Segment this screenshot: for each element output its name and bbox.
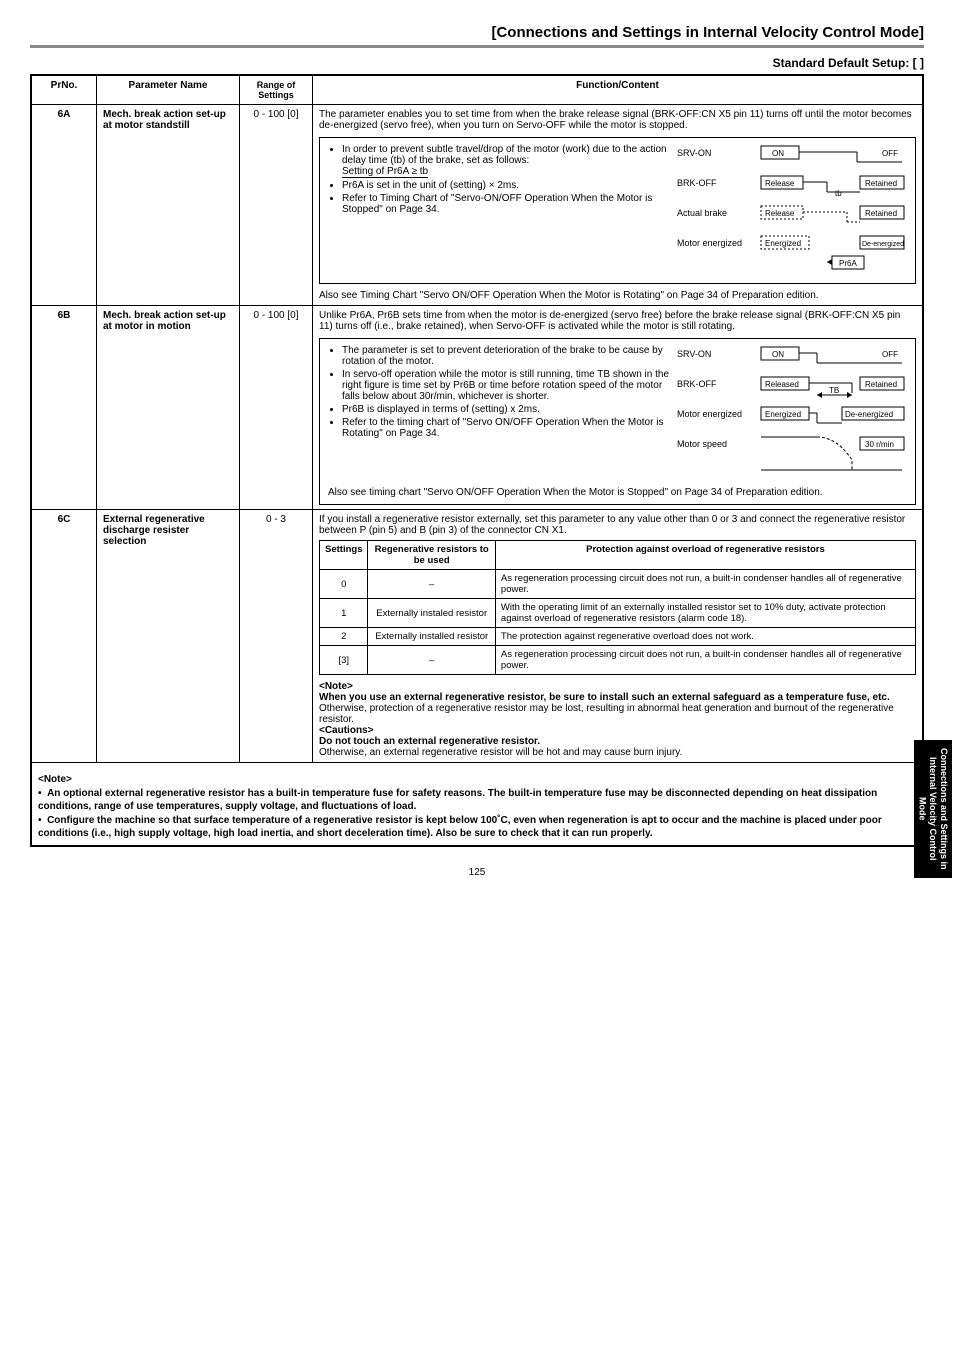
svg-text:OFF: OFF — [882, 350, 898, 359]
func-6c: If you install a regenerative resistor e… — [313, 510, 924, 763]
range-6a: 0 - 100 [0] — [240, 105, 313, 306]
svg-text:De-energized: De-energized — [862, 241, 904, 248]
st-r0-p: As regeneration processing circuit does … — [495, 570, 915, 599]
diagram-6a: SRV-ON ON OFF BRK-OFF Release Retained t… — [677, 144, 907, 277]
func-6b: Unlike Pr6A, Pr6B sets time from when th… — [313, 306, 924, 510]
footnote-cell: <Note> • An optional external regenerati… — [31, 763, 923, 846]
caut-l0-6c: Do not touch an external regenerative re… — [319, 736, 540, 747]
prno-6b: 6B — [31, 306, 97, 510]
diagram-6b: SRV-ON ON OFF BRK-OFF Released Retained … — [677, 345, 907, 483]
svg-text:Release: Release — [765, 179, 795, 188]
svg-text:SRV-ON: SRV-ON — [677, 349, 711, 359]
standard-default-label: Standard Default Setup: [ ] — [30, 56, 924, 70]
th-range: Range of Settings — [240, 75, 313, 105]
param-6c: External regenerative discharge resister… — [97, 510, 240, 763]
param-6c-text: External regenerative discharge resister… — [103, 514, 205, 547]
svg-text:Motor speed: Motor speed — [677, 439, 727, 449]
note-block-6c: <Note> When you use an external regenera… — [319, 681, 916, 758]
th-prno: PrNo. — [31, 75, 97, 105]
svg-text:OFF: OFF — [882, 149, 898, 158]
desc-6c-top: If you install a regenerative resistor e… — [319, 514, 916, 536]
desc-6b-bottom: Also see timing chart "Servo ON/OFF Oper… — [328, 487, 907, 498]
svg-text:Retained: Retained — [865, 179, 897, 188]
bullet-6a-0-text: In order to prevent subtle travel/drop o… — [342, 144, 667, 166]
parameter-table: PrNo. Parameter Name Range of Settings F… — [30, 74, 924, 847]
box-6b: SRV-ON ON OFF BRK-OFF Released Retained … — [319, 338, 916, 505]
st-h3: Protection against overload of regenerat… — [495, 541, 915, 570]
row-6c: 6C External regenerative discharge resis… — [31, 510, 923, 763]
row-6b: 6B Mech. break action set-up at motor in… — [31, 306, 923, 510]
st-r2-s: 2 — [320, 628, 368, 646]
diagram-6a-svg: SRV-ON ON OFF BRK-OFF Release Retained t… — [677, 144, 907, 274]
setting-6a-line: Setting of Pr6A ≥ tb — [342, 166, 428, 178]
side-tab: Connections and Settings in Internal Vel… — [914, 740, 952, 878]
footnote-block: <Note> • An optional external regenerati… — [38, 773, 916, 841]
footnote-row: <Note> • An optional external regenerati… — [31, 763, 923, 846]
svg-text:Retained: Retained — [865, 209, 897, 218]
row-6a: 6A Mech. break action set-up at motor st… — [31, 105, 923, 306]
note-h-6c: <Note> — [319, 681, 353, 692]
svg-text:Actual brake: Actual brake — [677, 208, 727, 218]
func-6a: The parameter enables you to set time fr… — [313, 105, 924, 306]
th-param: Parameter Name — [97, 75, 240, 105]
param-6b-text: Mech. break action set-up at motor in mo… — [103, 310, 226, 332]
svg-text:BRK-OFF: BRK-OFF — [677, 379, 717, 389]
diagram-6b-svg: SRV-ON ON OFF BRK-OFF Released Retained … — [677, 345, 907, 480]
svg-text:De-energized: De-energized — [845, 410, 893, 419]
page-number: 125 — [30, 867, 924, 878]
param-6b: Mech. break action set-up at motor in mo… — [97, 306, 240, 510]
svg-text:ON: ON — [772, 350, 784, 359]
section-title: [Connections and Settings in Internal Ve… — [30, 20, 924, 45]
st-r0-s: 0 — [320, 570, 368, 599]
svg-text:Pr6A: Pr6A — [839, 259, 857, 268]
svg-text:SRV-ON: SRV-ON — [677, 148, 711, 158]
svg-text:Motor energized: Motor energized — [677, 409, 742, 419]
note-l0-6c: When you use an external regenerative re… — [319, 692, 890, 703]
header-bar: [Connections and Settings in Internal Ve… — [30, 20, 924, 48]
param-6a-text: Mech. break action set-up at motor stand… — [103, 109, 226, 131]
page-wrapper: [Connections and Settings in Internal Ve… — [30, 20, 924, 878]
st-r3-p: As regeneration processing circuit does … — [495, 646, 915, 675]
prno-6a: 6A — [31, 105, 97, 306]
footnote-b1: An optional external regenerative resist… — [38, 788, 877, 813]
note-l1-6c: Otherwise, protection of a regenerative … — [319, 703, 894, 725]
desc-6b-top: Unlike Pr6A, Pr6B sets time from when th… — [319, 310, 916, 332]
svg-text:ON: ON — [772, 149, 784, 158]
svg-text:Retained: Retained — [865, 380, 897, 389]
desc-6a-bottom: Also see Timing Chart "Servo ON/OFF Oper… — [319, 290, 916, 301]
st-h2: Regenerative resistors to be used — [368, 541, 495, 570]
svg-text:BRK-OFF: BRK-OFF — [677, 178, 717, 188]
desc-6a-top: The parameter enables you to set time fr… — [319, 109, 916, 131]
range-6c: 0 - 3 — [240, 510, 313, 763]
footnote-b2: Configure the machine so that surface te… — [38, 815, 882, 840]
st-r0-r: – — [368, 570, 495, 599]
svg-text:30 r/min: 30 r/min — [865, 440, 894, 449]
st-r2-p: The protection against regenerative over… — [495, 628, 915, 646]
svg-text:Release: Release — [765, 209, 795, 218]
box-6a: SRV-ON ON OFF BRK-OFF Release Retained t… — [319, 137, 916, 284]
prno-6c: 6C — [31, 510, 97, 763]
st-h1: Settings — [320, 541, 368, 570]
st-r3-s: [3] — [320, 646, 368, 675]
svg-text:tb: tb — [835, 189, 842, 198]
svg-text:TB: TB — [829, 386, 839, 395]
range-6b: 0 - 100 [0] — [240, 306, 313, 510]
caut-h-6c: <Cautions> — [319, 725, 373, 736]
svg-text:Motor energized: Motor energized — [677, 238, 742, 248]
param-6a: Mech. break action set-up at motor stand… — [97, 105, 240, 306]
caut-l1-6c: Otherwise, an external regenerative resi… — [319, 747, 682, 758]
svg-text:Energized: Energized — [765, 410, 801, 419]
th-func: Function/Content — [313, 75, 924, 105]
st-r3-r: – — [368, 646, 495, 675]
side-tab-text: Connections and Settings in Internal Vel… — [917, 748, 949, 870]
st-r1-r: Externally instaled resistor — [368, 599, 495, 628]
svg-text:Energized: Energized — [765, 239, 801, 248]
st-r2-r: Externally installed resistor — [368, 628, 495, 646]
settings-table-6c: Settings Regenerative resistors to be us… — [319, 540, 916, 675]
svg-text:Released: Released — [765, 380, 799, 389]
footnote-h: <Note> — [38, 774, 72, 785]
st-r1-s: 1 — [320, 599, 368, 628]
st-r1-p: With the operating limit of an externall… — [495, 599, 915, 628]
